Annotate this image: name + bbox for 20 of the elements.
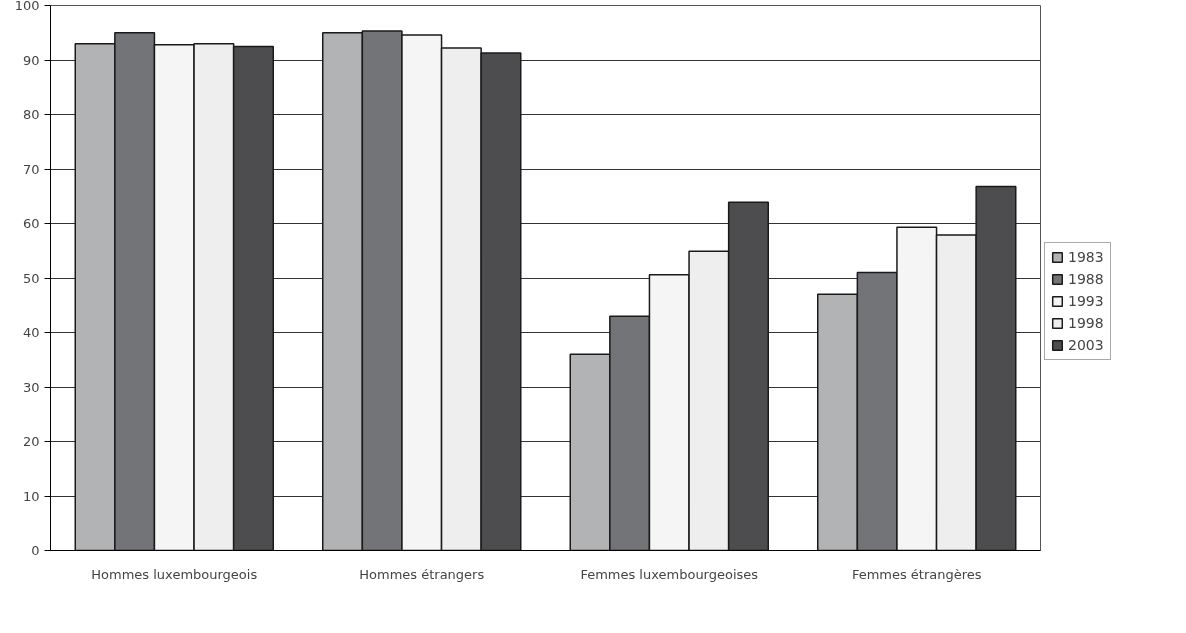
legend-label: 1993 [1068, 293, 1104, 309]
legend-label: 2003 [1068, 337, 1104, 353]
legend-label: 1983 [1068, 249, 1104, 265]
y-tick-label: 50 [22, 270, 40, 286]
y-tick-label: 40 [22, 325, 40, 340]
legend-label: 1998 [1068, 315, 1104, 331]
x-tick-label: Hommes étrangers [359, 566, 485, 582]
y-tick-label: 0 [31, 543, 40, 558]
x-tick-label: Femmes étrangères [851, 566, 982, 582]
y-tick-label: 80 [22, 107, 40, 122]
y-tick-label: 90 [22, 52, 40, 68]
legend-label: 1988 [1068, 271, 1104, 287]
y-tick-label: 100 [14, 0, 40, 13]
y-tick-label: 30 [22, 379, 40, 395]
y-tick-label: 10 [22, 488, 40, 504]
y-tick-label: 20 [22, 434, 40, 449]
x-tick-label: Femmes luxembourgeoises [580, 566, 759, 582]
y-tick-label: 70 [22, 161, 40, 177]
x-tick-label: Hommes luxembourgeois [91, 566, 258, 582]
y-tick-label: 60 [22, 216, 40, 231]
